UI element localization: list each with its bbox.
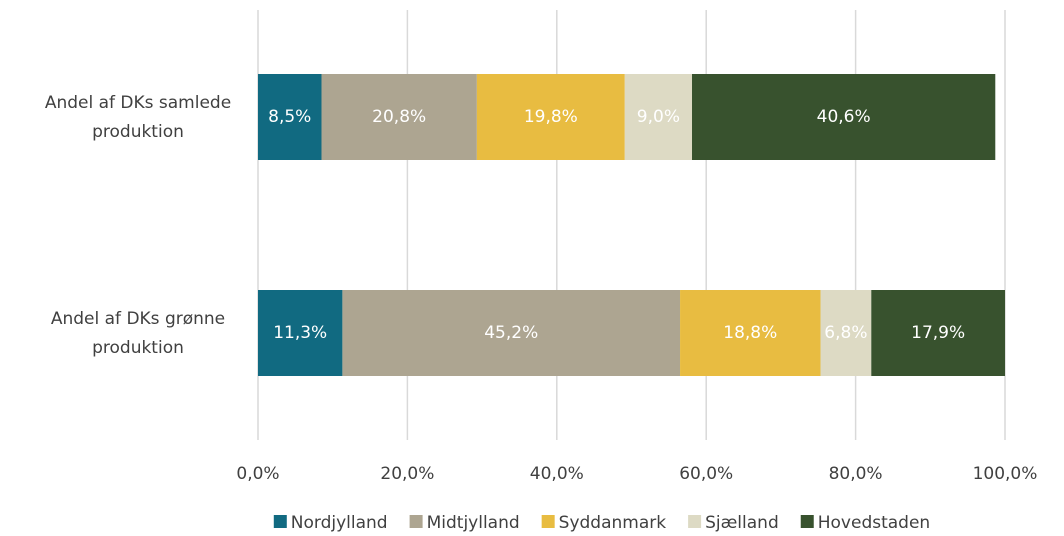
- data-label: 6,8%: [824, 323, 867, 343]
- bar-segment: [624, 74, 693, 160]
- legend-label: Syddanmark: [559, 513, 667, 533]
- legend-swatch: [800, 515, 814, 528]
- label-line: produktion: [92, 338, 184, 358]
- data-label: 20,8%: [372, 107, 426, 127]
- legend-swatch: [688, 515, 702, 528]
- x-tick-label: 20,0%: [380, 464, 434, 484]
- label-line: Andel af DKs samlede: [45, 93, 231, 113]
- legend-swatch: [273, 515, 287, 528]
- bar-segment: [342, 290, 681, 376]
- data-label: 11,3%: [273, 323, 327, 343]
- x-tick-label: 40,0%: [530, 464, 584, 484]
- data-label: 40,6%: [817, 107, 871, 127]
- data-label: 18,8%: [723, 323, 777, 343]
- label-line: produktion: [92, 122, 184, 142]
- x-tick-label: 60,0%: [679, 464, 733, 484]
- y-tick-label: Andel af DKs grønne produktion: [51, 309, 225, 358]
- label-line: Andel af DKs grønne: [51, 309, 225, 329]
- legend-label: Hovedstaden: [818, 513, 930, 533]
- bar-segment: [871, 290, 1005, 376]
- bar-segment: [692, 74, 996, 160]
- data-label: 19,8%: [524, 107, 578, 127]
- bar-segment: [680, 290, 821, 376]
- bar-segment: [476, 74, 625, 160]
- data-label: 8,5%: [268, 107, 311, 127]
- bar-segment: [321, 74, 477, 160]
- legend-label: Sjælland: [705, 513, 779, 533]
- data-label: 17,9%: [911, 323, 965, 343]
- legend-label: Nordjylland: [291, 513, 388, 533]
- data-label: 45,2%: [484, 323, 538, 343]
- legend-swatch: [409, 515, 423, 528]
- bar-segment: [258, 74, 322, 160]
- x-tick-label: 0,0%: [236, 464, 279, 484]
- legend-label: Midtjylland: [427, 513, 520, 533]
- bar-segment: [820, 290, 872, 376]
- bar-segment: [258, 290, 343, 376]
- x-tick-label: 80,0%: [829, 464, 883, 484]
- x-tick-label: 100,0%: [973, 464, 1038, 484]
- legend: Nordjylland Midtjylland Syddanmark Sjælland…: [273, 513, 930, 533]
- y-tick-label: Andel af DKs samlede produktion: [45, 93, 231, 142]
- legend-swatch: [541, 515, 555, 528]
- data-label: 9,0%: [637, 107, 680, 127]
